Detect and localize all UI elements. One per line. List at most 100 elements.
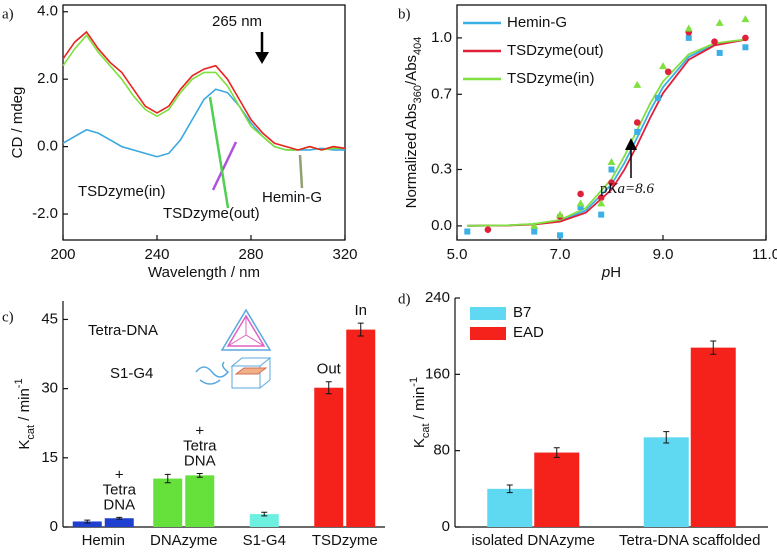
fit-curve (467, 38, 746, 227)
pointer (211, 141, 238, 191)
y-tick-label: 0.7 (431, 85, 452, 102)
y-axis-title-part: / min (411, 387, 428, 424)
x-tick-label: Tetra-DNA scaffolded (619, 532, 760, 549)
y-tick-label: 0.0 (431, 217, 452, 234)
error-bar (506, 484, 513, 494)
error-bar (84, 519, 91, 524)
x-tick-label: Hemin (82, 532, 125, 549)
cd-line (62, 34, 345, 151)
x-tick-label: 5.0 (447, 246, 468, 263)
y-axis-title-part: 360 (412, 85, 424, 103)
annotation: TSDzyme(in) (78, 183, 166, 200)
pointer (208, 96, 230, 209)
point (577, 204, 584, 211)
x-axis-title: pH (601, 264, 621, 281)
point (633, 119, 641, 126)
x-tick-label: 9.0 (653, 246, 674, 263)
annotation: pKa=8.6 (600, 181, 654, 197)
legend-label: B7 (513, 304, 531, 321)
y-tick-label: 160 (425, 365, 450, 382)
point (659, 62, 667, 70)
x-tick-label: TSDzyme (312, 532, 378, 549)
y-tick-label: 45 (41, 310, 58, 327)
y-tick-label: 80 (433, 442, 450, 459)
y-axis-title-part: K (411, 438, 428, 448)
point (557, 232, 563, 239)
y-axis-title-part: / min (16, 388, 33, 425)
point (597, 194, 605, 201)
y-axis-title-part: -1 (408, 377, 420, 387)
bar-note: Tetra (183, 437, 217, 454)
panel-label: a) (2, 6, 14, 22)
point (608, 179, 615, 186)
x-tick-label: 240 (144, 246, 169, 263)
y-axis-title-part: -1 (13, 378, 25, 388)
point (608, 166, 615, 173)
point (711, 38, 718, 45)
y-axis-title: Kcat / min-1 (408, 377, 432, 448)
bar-note: Tetra (103, 481, 137, 498)
y-axis-title-part: Normalized Abs (403, 103, 420, 208)
arrow-head (625, 138, 637, 150)
panel-label: b) (398, 6, 411, 22)
annotation: TSDzyme(out) (163, 205, 260, 222)
point (633, 80, 642, 88)
y-axis-title: Kcat / min-1 (13, 378, 37, 449)
error-bar (325, 381, 332, 395)
x-axis-title-part: H (610, 264, 621, 281)
error-bar (663, 431, 670, 444)
y-axis-title-part: cat (420, 423, 432, 438)
error-bar (710, 340, 717, 355)
point (556, 210, 564, 218)
point (597, 199, 606, 207)
error-bar (116, 516, 123, 520)
point (716, 49, 723, 56)
bar (185, 475, 215, 527)
bar-note: + (195, 422, 204, 439)
y-tick-label: 4.0 (37, 3, 58, 20)
structure-icons (195, 308, 272, 389)
point (634, 128, 641, 135)
error-bar (357, 322, 364, 337)
x-tick-label: 7.0 (550, 246, 571, 263)
point (715, 18, 724, 26)
y-axis-title-part: cat (25, 425, 37, 440)
panel-label: d) (398, 291, 411, 307)
bar (487, 488, 533, 527)
y-axis-title: Normalized Abs360/Abs404 (403, 37, 424, 209)
y-tick-label: 2.0 (37, 70, 58, 87)
annotation: Tetra-DNA (88, 322, 158, 339)
point (607, 157, 616, 165)
fit-curve (467, 38, 746, 227)
point (742, 34, 749, 42)
bar (314, 387, 344, 527)
y-axis-title: CD / mdeg (9, 87, 26, 159)
bar (690, 347, 736, 527)
x-tick-label: S1-G4 (243, 532, 286, 549)
error-bar (164, 473, 171, 484)
point (598, 211, 605, 218)
annotation: Hemin-G (262, 189, 322, 206)
annotation: S1-G4 (110, 365, 153, 382)
bar (643, 437, 689, 527)
bar-note: DNA (184, 452, 216, 469)
legend-swatch (470, 327, 506, 340)
bar-note: DNA (103, 496, 135, 513)
error-bar (196, 472, 203, 478)
bar (153, 478, 183, 527)
bar (104, 518, 134, 527)
y-tick-label: 1.0 (431, 29, 452, 46)
point (664, 68, 672, 76)
fit-curve (467, 38, 746, 227)
x-tick-label: isolated DNAzyme (472, 532, 595, 549)
y-tick-label: 240 (425, 289, 450, 306)
arrow-head (255, 52, 269, 64)
point (464, 228, 471, 235)
x-tick-label: 200 (50, 246, 75, 263)
bar-note: In (354, 302, 367, 319)
pointer (298, 154, 304, 189)
annotation-part: p (600, 181, 608, 197)
x-axis-title-part: p (601, 264, 610, 281)
x-tick-label: 320 (332, 246, 357, 263)
